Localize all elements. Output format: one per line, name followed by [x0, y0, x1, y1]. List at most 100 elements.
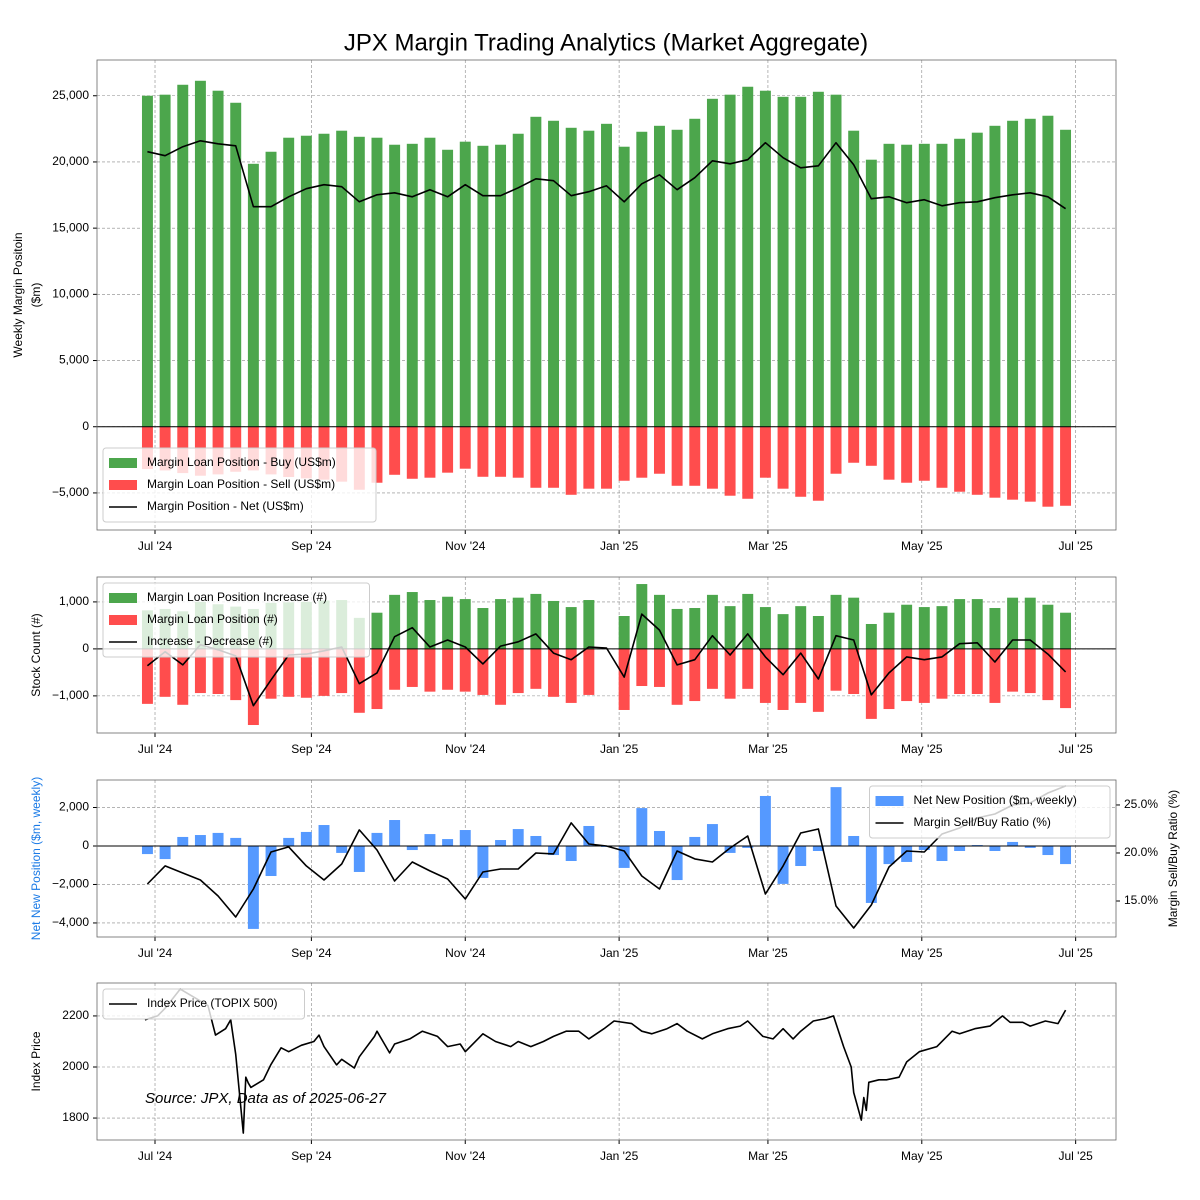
- bar: [918, 426, 930, 481]
- y-tick-label: 2200: [62, 1008, 89, 1022]
- bar: [706, 98, 718, 427]
- line: [147, 140, 1067, 210]
- bar: [194, 648, 206, 694]
- bar: [742, 593, 754, 649]
- legend-label: Margin Loan Position - Buy (US$m): [147, 455, 336, 469]
- bar: [442, 596, 454, 649]
- bar: [406, 426, 418, 479]
- bar: [512, 426, 524, 478]
- bar: [477, 426, 489, 477]
- bar: [989, 648, 1001, 703]
- bar: [424, 426, 436, 478]
- x-tick-label: Mar '25: [748, 946, 788, 960]
- bar: [194, 835, 206, 846]
- line: [144, 988, 1067, 1134]
- y-axis-label: Weekly Margin Positoin: [11, 232, 25, 357]
- bar: [212, 648, 224, 694]
- bar: [424, 648, 436, 692]
- legend: Index Price (TOPIX 500): [102, 988, 305, 1020]
- legend-swatch: [109, 615, 137, 625]
- x-tick-label: Jan '25: [600, 539, 639, 553]
- bar: [812, 648, 824, 712]
- bar: [777, 96, 789, 427]
- bar: [495, 144, 507, 427]
- bar: [1007, 648, 1019, 692]
- bar: [653, 125, 665, 427]
- bar: [759, 90, 771, 427]
- bar: [971, 132, 983, 427]
- bar: [495, 840, 507, 846]
- y-tick-label: 20,000: [52, 154, 89, 168]
- bar: [901, 845, 913, 862]
- bar: [954, 845, 966, 851]
- bar: [936, 606, 948, 649]
- bar: [883, 845, 895, 865]
- bar: [742, 426, 754, 499]
- bar: [812, 426, 824, 501]
- bar: [300, 831, 312, 846]
- legend-label: Margin Loan Position Increase (#): [147, 590, 327, 604]
- bar: [954, 648, 966, 694]
- bar: [530, 116, 542, 427]
- bar: [1007, 841, 1019, 846]
- bar: [583, 600, 595, 649]
- bar: [671, 845, 683, 881]
- legend: Net New Position ($m, weekly) Margin Sell…: [869, 785, 1111, 839]
- bar: [777, 648, 789, 710]
- legend-label: Index Price (TOPIX 500): [147, 996, 278, 1010]
- bar: [795, 606, 807, 649]
- legend-box: [102, 582, 370, 658]
- bar: [724, 606, 736, 649]
- bar: [636, 808, 648, 846]
- x-tick-label: Jul '25: [1058, 742, 1093, 756]
- bar: [583, 426, 595, 489]
- legend-box: [102, 447, 377, 523]
- bar: [389, 648, 401, 690]
- bar: [318, 825, 330, 846]
- bar: [442, 149, 454, 427]
- chart-title: JPX Margin Trading Analytics (Market Agg…: [344, 29, 868, 56]
- bar: [530, 648, 542, 689]
- bar: [265, 845, 277, 877]
- legend-label: Net New Position ($m, weekly): [914, 793, 1077, 807]
- legend-label: Margin Sell/Buy Ratio (%): [914, 815, 1051, 829]
- bar: [495, 426, 507, 477]
- bar: [865, 159, 877, 427]
- bar: [459, 830, 471, 846]
- bar: [653, 830, 665, 846]
- y-axis-label: Stock Count (#): [29, 613, 43, 696]
- x-tick-label: Sep '24: [291, 742, 332, 756]
- x-tick-label: Jul '25: [1058, 946, 1093, 960]
- bar: [724, 426, 736, 496]
- bar: [848, 648, 860, 694]
- x-tick-label: Nov '24: [445, 1149, 486, 1163]
- bar: [989, 125, 1001, 427]
- bar: [601, 426, 612, 489]
- bar: [830, 426, 842, 474]
- bar: [406, 648, 418, 687]
- bar: [795, 426, 807, 497]
- bar: [1060, 612, 1072, 649]
- x-tick-label: Jul '25: [1058, 539, 1093, 553]
- bar: [459, 426, 471, 469]
- bar: [865, 845, 877, 903]
- y-tick-label: 0: [82, 838, 89, 852]
- x-tick-label: Jul '24: [138, 742, 173, 756]
- bar: [689, 648, 701, 702]
- legend-label: Margin Position - Net (US$m): [147, 499, 304, 513]
- bar: [883, 143, 895, 427]
- bar: [636, 426, 648, 478]
- bar: [812, 616, 824, 649]
- bar: [936, 845, 948, 862]
- x-tick-label: Nov '24: [445, 946, 486, 960]
- bar: [300, 648, 312, 698]
- y2-tick-label: 25.0%: [1124, 797, 1158, 811]
- bar: [318, 648, 330, 696]
- bar: [901, 648, 913, 702]
- bar: [918, 648, 930, 703]
- bar: [706, 824, 718, 846]
- y2-axis-label: Margin Sell/Buy Ratio (%): [1166, 790, 1180, 927]
- bar: [477, 648, 489, 695]
- bar: [936, 426, 948, 488]
